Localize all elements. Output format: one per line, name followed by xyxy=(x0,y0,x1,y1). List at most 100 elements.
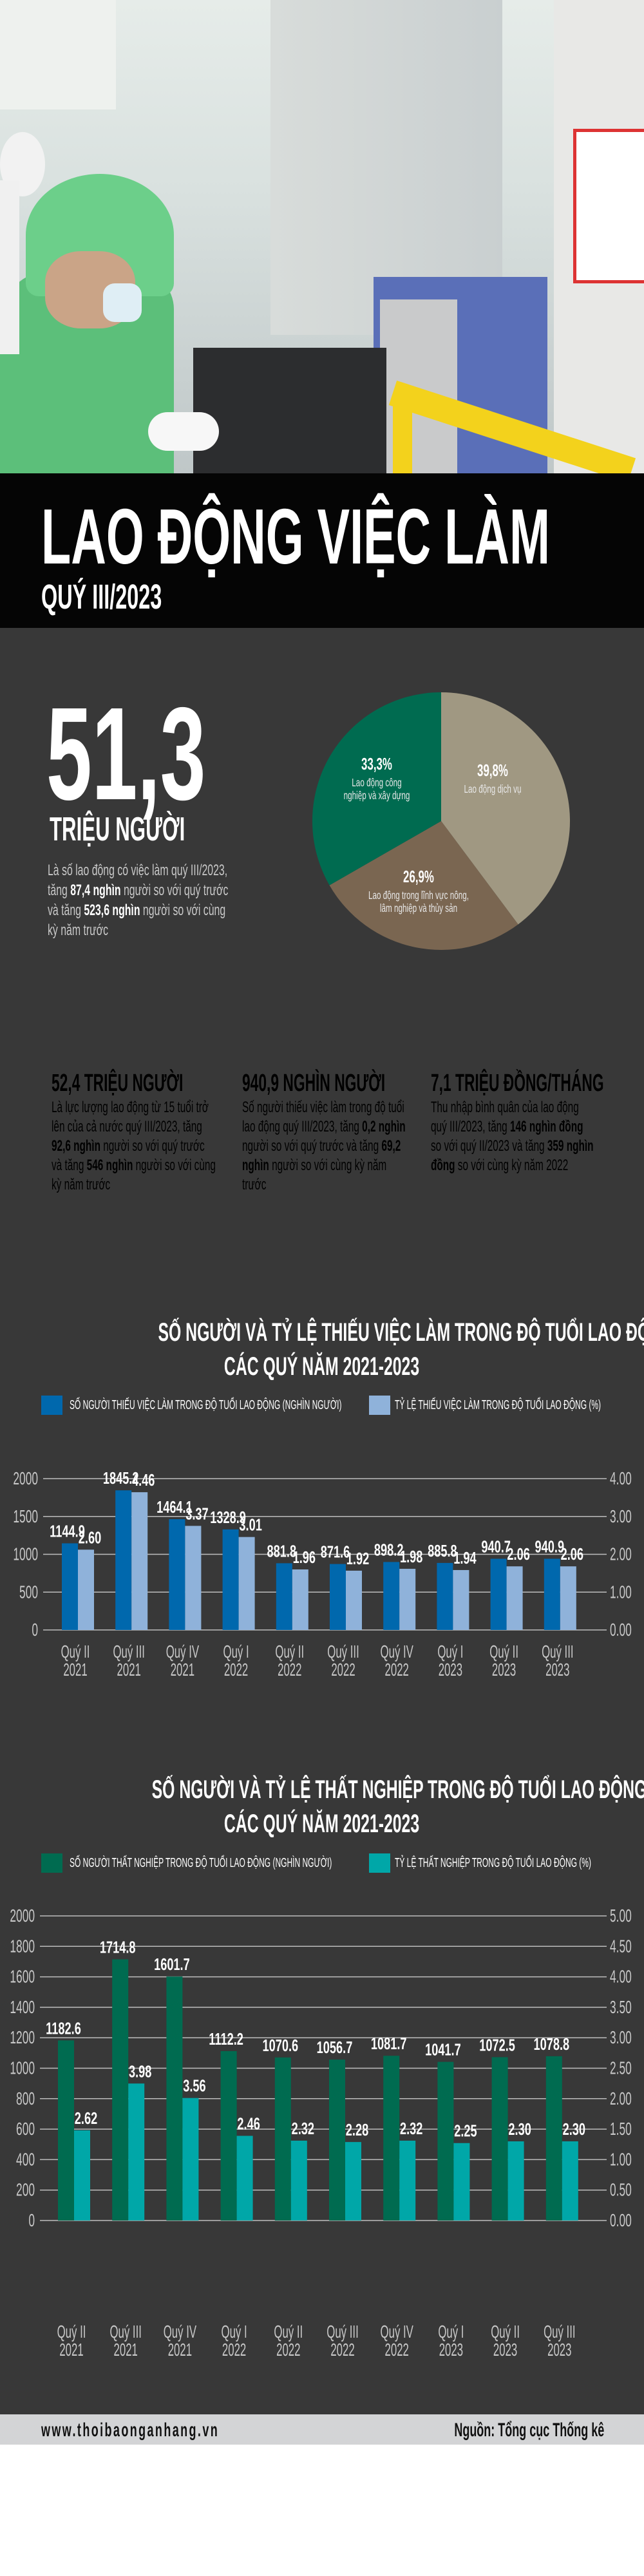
bar-count xyxy=(490,1558,507,1630)
y-tick-label-left: 1500 xyxy=(13,1506,38,1526)
y-tick-left: 1200 xyxy=(10,2027,35,2047)
y-tick-right: 1.00 xyxy=(610,2149,632,2169)
employed-total-number: 51,3 xyxy=(46,680,206,828)
pie-slice xyxy=(312,692,441,886)
bar-rate xyxy=(78,1549,94,1630)
x-tick-label-year: 2023 xyxy=(547,2340,571,2360)
data-label-count: 1464.1 xyxy=(156,1498,193,1517)
y-tick-label-right: 5.00 xyxy=(610,1906,632,1926)
y-tick-left: 600 xyxy=(16,2119,35,2139)
y-tick-right: 1.50 xyxy=(610,2119,632,2139)
x-tick-label-year: 2022 xyxy=(330,2340,354,2360)
y-tick-label-right: 3.00 xyxy=(610,1506,632,1526)
desc-highlight: 87,4 nghìn xyxy=(70,882,121,899)
card-income: 7,1 TRIỆU ĐỒNG/THÁNG Thu nhập bình quân … xyxy=(421,1041,604,1234)
data-label-rate-text: 2.32 xyxy=(292,2119,314,2138)
chart2-legend-rate: TỶ LỆ THẤT NGHIỆP TRONG ĐỘ TUỔI LAO ĐỘNG… xyxy=(395,1856,591,1870)
x-tick-label-year: 2021 xyxy=(114,2340,138,2360)
data-label-count-text: 1464.1 xyxy=(156,1498,193,1517)
bar-rate xyxy=(345,2142,361,2221)
y-tick-left: 1800 xyxy=(10,1936,35,1956)
y-tick-label-left: 1400 xyxy=(10,1997,35,2017)
data-label-count-text: 871.6 xyxy=(321,1542,350,1561)
data-label-rate: 1.98 xyxy=(400,1548,422,1566)
x-tick-label-quarter: Quý II xyxy=(275,1642,304,1662)
bar-rate xyxy=(74,2130,90,2221)
x-tick-label-year: 2023 xyxy=(439,1660,462,1680)
data-label-count: 1072.5 xyxy=(479,2036,515,2054)
data-label-count: 940.7 xyxy=(481,1537,511,1556)
card-labor-force: 52,4 TRIỆU NGƯỜI Là lực lượng lao động t… xyxy=(41,1041,225,1234)
data-label-count-text: 898.2 xyxy=(374,1540,404,1559)
bar-count xyxy=(115,1490,132,1630)
y-tick-left: 500 xyxy=(19,1582,38,1602)
data-label-count: 1056.7 xyxy=(317,2038,353,2057)
chart1-title-line1: SỐ NGƯỜI VÀ TỶ LỆ THIẾU VIỆC LÀM TRONG Đ… xyxy=(158,1318,644,1347)
data-label-rate: 4.46 xyxy=(132,1471,155,1490)
data-label-rate: 1.92 xyxy=(346,1549,369,1568)
data-label-rate-text: 2.06 xyxy=(507,1545,529,1564)
factory-workers-photo xyxy=(0,0,644,473)
data-label-count-text: 1601.7 xyxy=(154,1955,190,1974)
bar-count xyxy=(330,1564,346,1630)
data-label-count-text: 1328.9 xyxy=(210,1508,246,1527)
x-tick-label-quarter: Quý III xyxy=(109,2322,141,2342)
y-tick-left: 2000 xyxy=(10,1906,35,1926)
pie-slice-name: Lao động dịch vụ xyxy=(464,783,521,796)
data-label-rate-text: 3.56 xyxy=(183,2077,205,2096)
x-tick-label-quarter: Quý I xyxy=(222,2322,247,2342)
x-tick-label-year: 2021 xyxy=(117,1660,141,1680)
bar-rate xyxy=(185,1526,202,1630)
data-label-rate: 3.37 xyxy=(185,1504,208,1523)
x-tick-label-year: 2021 xyxy=(168,2340,192,2360)
bar-rate xyxy=(399,2141,416,2221)
y-tick-left: 800 xyxy=(16,2088,35,2108)
chart1-title: SỐ NGƯỜI VÀ TỶ LỆ THIẾU VIỆC LÀM TRONG Đ… xyxy=(0,1316,644,1384)
y-tick-label-right: 4.00 xyxy=(610,1468,632,1488)
y-tick-label-left: 800 xyxy=(16,2088,35,2108)
y-tick-right: 2.00 xyxy=(610,2088,632,2108)
website-link[interactable]: www.thoibaonganhang.vn xyxy=(41,2420,220,2441)
data-label-count-text: 1182.6 xyxy=(46,2019,81,2038)
bar-rate xyxy=(182,2098,199,2221)
data-label-rate: 2.60 xyxy=(79,1528,101,1547)
employed-description: Là số lao động có việc làm quý III/2023,… xyxy=(48,860,234,940)
pie-slice-value: 33,3% xyxy=(361,754,392,773)
title-banner xyxy=(0,473,644,628)
page-subtitle: QUÝ III/2023 xyxy=(41,578,162,616)
data-label-count: 1081.7 xyxy=(371,2034,407,2053)
bar-rate xyxy=(507,2141,524,2221)
data-label-rate: 2.32 xyxy=(292,2119,314,2138)
pie-slice xyxy=(441,692,570,925)
y-tick-right: 3.00 xyxy=(610,1506,632,1526)
desc-text: Là số lao động có việc làm quý III/2023,… xyxy=(48,862,228,899)
x-tick-label-quarter: Quý I xyxy=(223,1642,249,1662)
data-label-count: 871.6 xyxy=(321,1542,350,1561)
y-tick-label-left: 2000 xyxy=(13,1468,38,1488)
y-tick-left: 1500 xyxy=(13,1506,38,1526)
card-underemployment: 940,9 NGHÌN NGƯỜI Số người thiếu việc là… xyxy=(232,1041,415,1234)
data-label-rate-text: 3.98 xyxy=(129,2062,151,2081)
y-tick-right: 0.00 xyxy=(610,2210,632,2230)
data-label-count-text: 1112.2 xyxy=(209,2030,243,2049)
y-tick-right: 4.50 xyxy=(610,1936,632,1956)
y-tick-left: 1000 xyxy=(13,1544,38,1564)
data-label-rate-text: 3.37 xyxy=(185,1504,208,1523)
card-body: Thu nhập bình quân của lao động quý III/… xyxy=(431,1098,596,1175)
data-label-rate-text: 1.92 xyxy=(346,1549,369,1568)
y-tick-label-right: 0.00 xyxy=(610,1620,632,1640)
x-tick-label-year: 2022 xyxy=(276,2340,300,2360)
card-text: người so với quý trước và tăng xyxy=(52,1137,205,1174)
bar-count xyxy=(437,1562,453,1630)
chart2-legend-swatch-rate xyxy=(369,1853,390,1873)
data-label-count: 1182.6 xyxy=(46,2019,81,2038)
pie-slice-value: 39,8% xyxy=(477,761,508,780)
y-tick-right: 3.00 xyxy=(610,2027,632,2047)
y-tick-left: 1600 xyxy=(10,1966,35,1986)
